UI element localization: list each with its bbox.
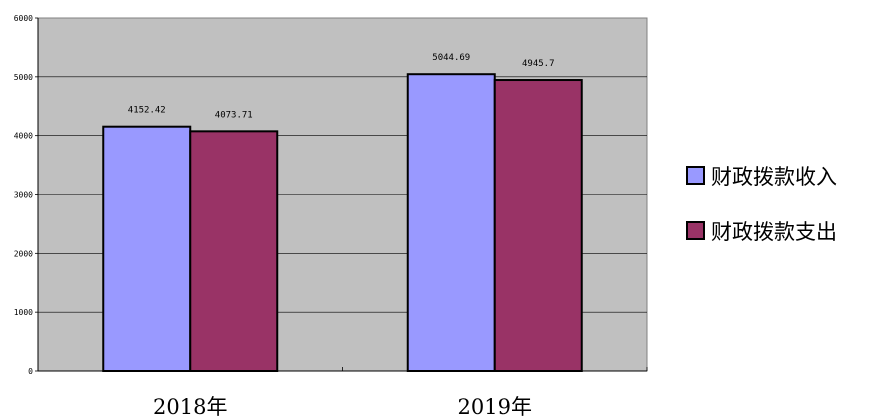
- x-category-label: 2019年: [458, 395, 532, 419]
- bars: 4152.42 4073.71 5044.69 4945.7: [102, 53, 583, 372]
- bar-income-1: [406, 73, 496, 372]
- legend-swatch: [686, 221, 705, 240]
- y-tick-label: 6000: [14, 14, 33, 23]
- y-axis: 0 1000 2000 3000 4000 5000 6000: [14, 14, 39, 376]
- y-tick-label: 5000: [14, 73, 33, 82]
- x-axis: 2018年 2019年: [37, 367, 648, 419]
- data-label: 5044.69: [432, 53, 470, 63]
- legend-label: 财政拨款支出: [711, 220, 837, 244]
- y-tick-label: 1000: [14, 308, 33, 317]
- bar-expenditure-0: [189, 130, 279, 372]
- bar-expenditure-1: [493, 79, 583, 372]
- y-tick-label: 0: [28, 367, 33, 376]
- data-label: 4152.42: [128, 106, 166, 116]
- legend-label: 财政拨款收入: [711, 165, 837, 189]
- y-tick-label: 2000: [14, 249, 33, 258]
- bar-income-0: [102, 125, 192, 372]
- x-category-label: 2018年: [153, 395, 227, 419]
- y-tick-label: 3000: [14, 191, 33, 200]
- data-label: 4073.71: [215, 110, 253, 120]
- data-label: 4945.7: [522, 59, 555, 69]
- legend-swatch: [686, 166, 705, 185]
- y-tick-label: 4000: [14, 132, 33, 141]
